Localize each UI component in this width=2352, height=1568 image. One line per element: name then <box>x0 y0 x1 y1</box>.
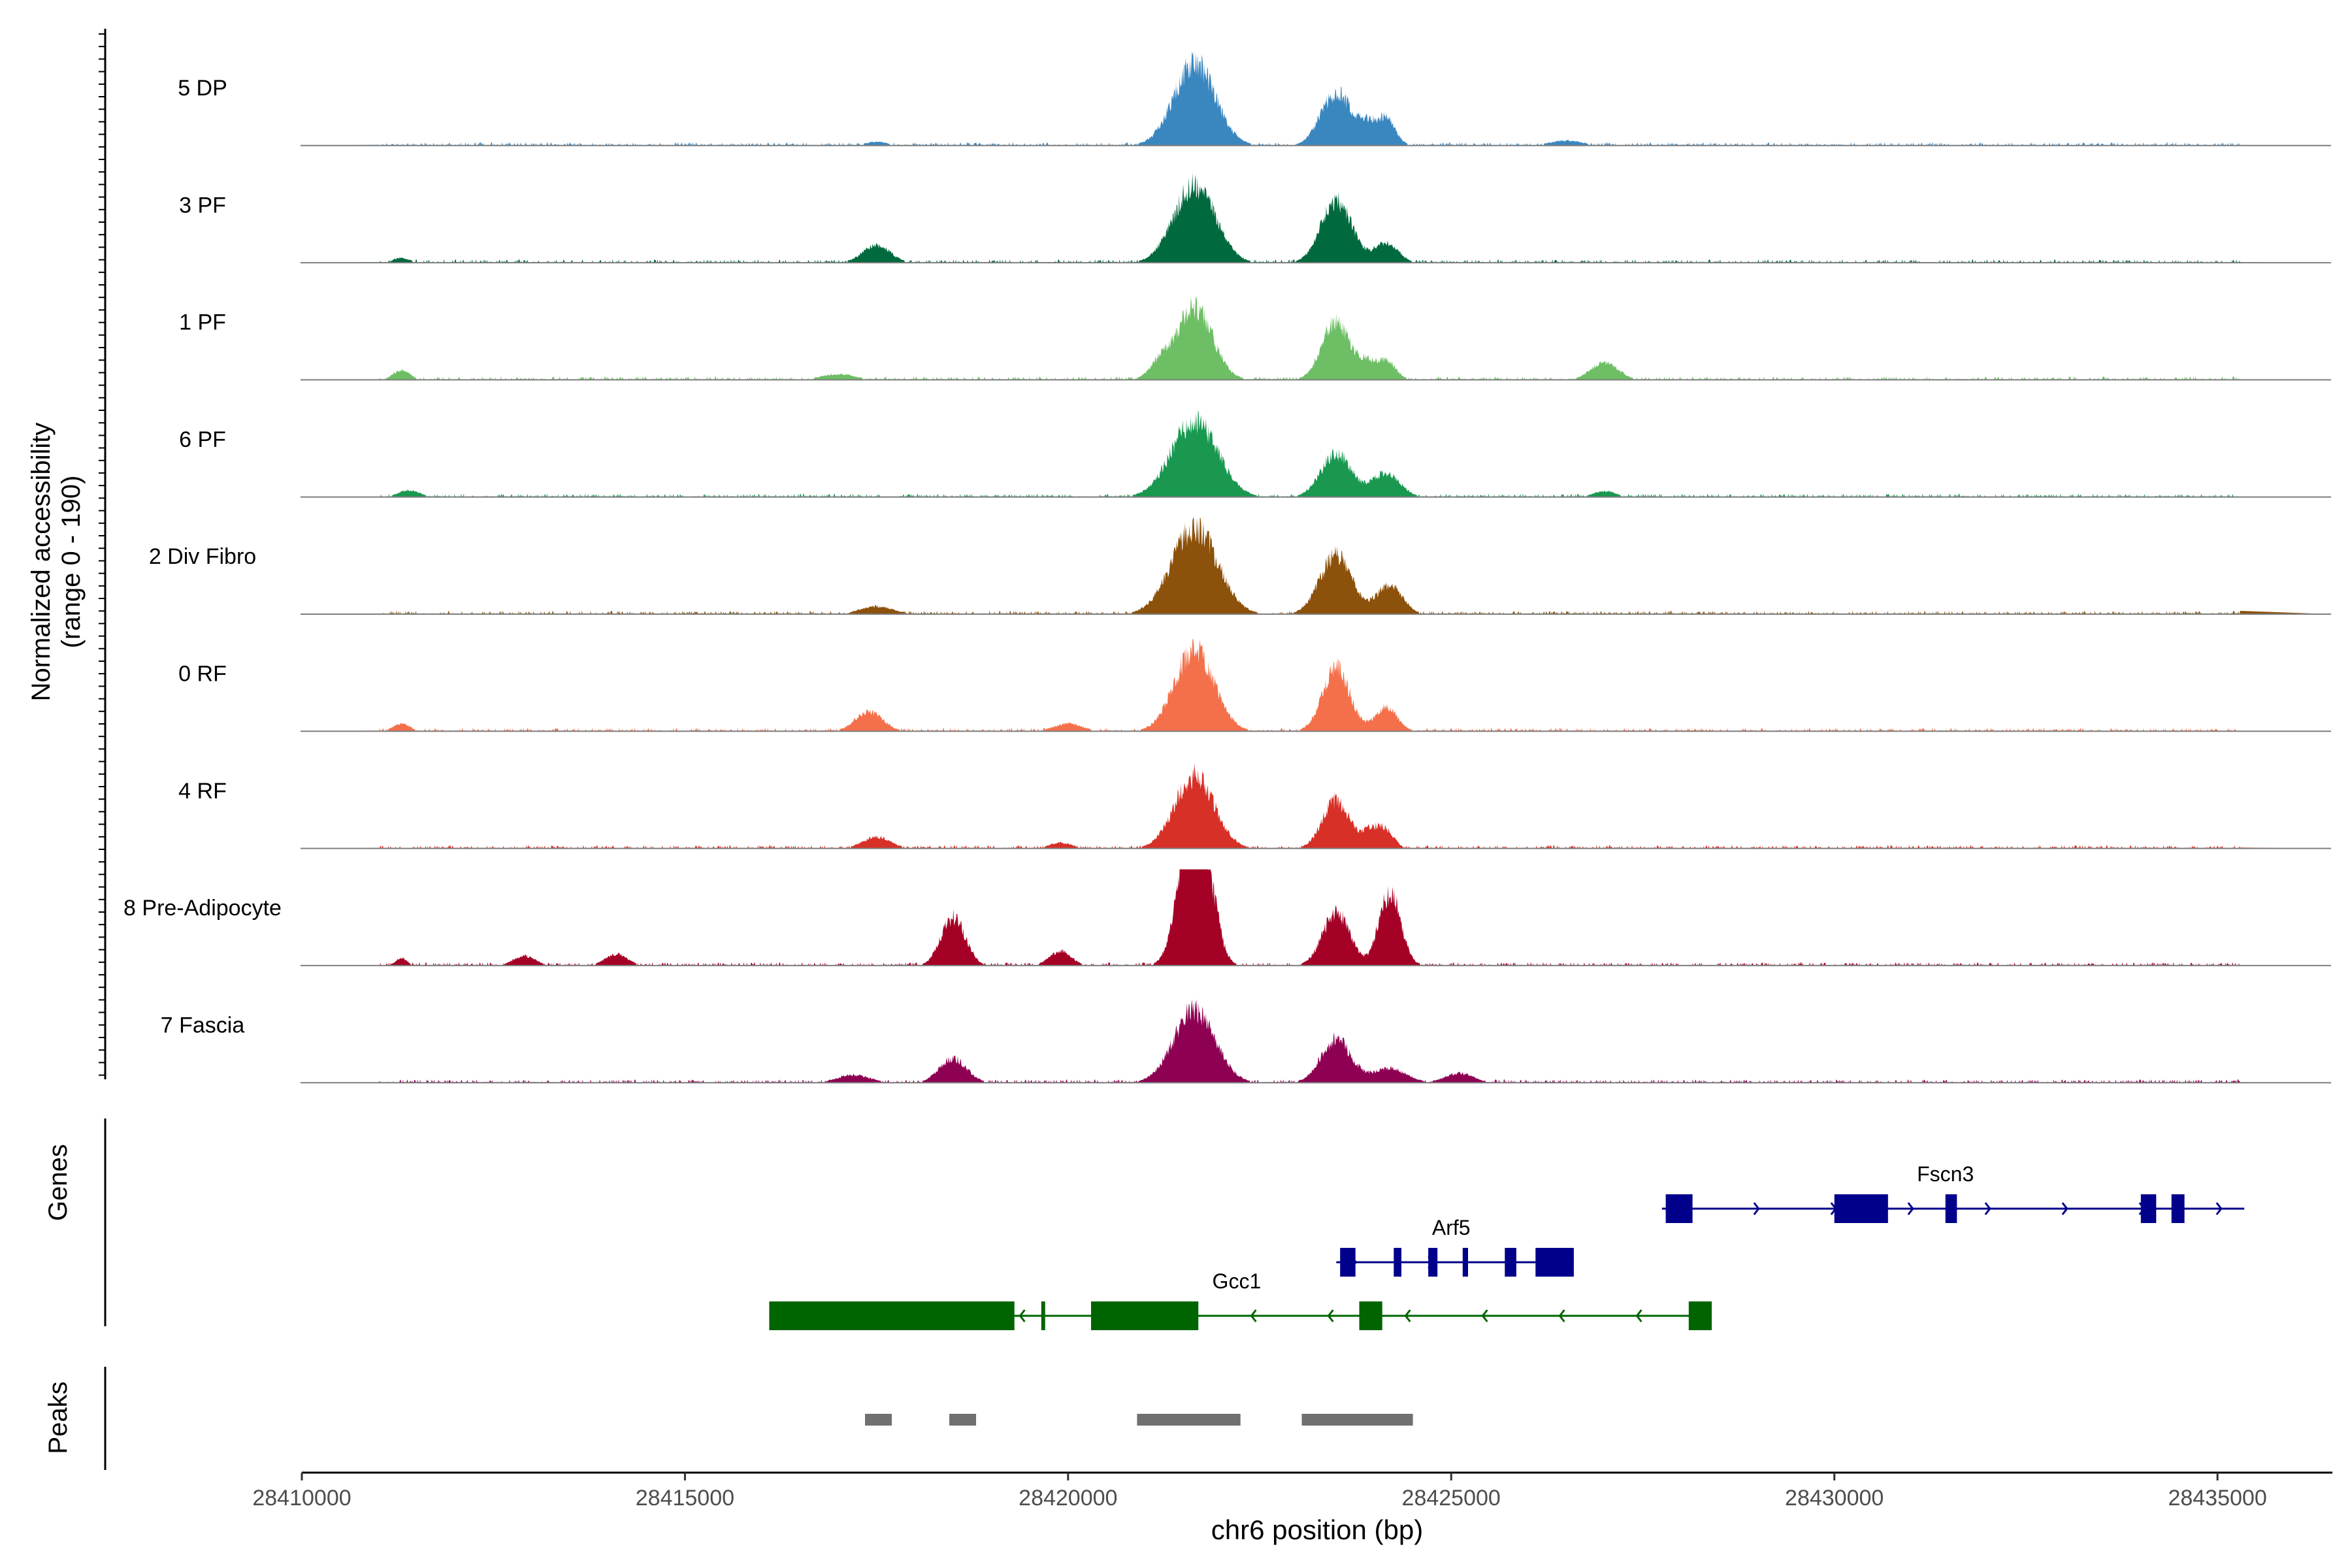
coverage-tracks: 5 DP 3 PF 1 PF 6 PF 2 Div Fibro 0 RF 4 RF 8 Pre… <box>123 51 2331 1084</box>
x-tick-label-0: 28410000 <box>252 1486 351 1511</box>
track-label-7: 8 Pre-Adipocyte <box>123 896 282 921</box>
gene-gcc1: Gcc1 <box>769 1269 1712 1330</box>
track-7: 8 Pre-Adipocyte <box>123 869 2331 966</box>
exon-2-3 <box>1359 1301 1382 1330</box>
gene-track: Fscn3 Arf5 Gcc1 <box>769 1162 2245 1330</box>
strand-arrow-2-6 <box>1250 1309 1257 1322</box>
peak-region-2 <box>1137 1414 1241 1426</box>
track-label-5: 0 RF <box>178 662 227 687</box>
exon-0-2 <box>1945 1194 1957 1223</box>
peaks-axis-title: Peaks <box>44 1381 73 1454</box>
exon-2-0 <box>769 1301 1015 1330</box>
exon-0-4 <box>2171 1194 2185 1223</box>
x-tick-label-5: 28435000 <box>2168 1486 2266 1511</box>
track-1: 3 PF <box>179 172 2331 264</box>
track-label-3: 6 PF <box>179 427 226 452</box>
genes-axis-title: Genes <box>44 1144 73 1221</box>
track-label-8: 7 Fascia <box>161 1013 245 1037</box>
track-label-2: 1 PF <box>179 310 226 335</box>
strand-arrow-0-4 <box>1984 1202 1991 1215</box>
track-8: 7 Fascia <box>161 998 2331 1084</box>
strand-arrow-0-3 <box>1907 1202 1914 1215</box>
exon-0-3 <box>2140 1194 2157 1223</box>
gene-label-1: Arf5 <box>1432 1216 1471 1239</box>
peak-regions <box>865 1414 1413 1426</box>
peak-region-0 <box>865 1414 892 1426</box>
strand-arrow-2-11 <box>1635 1309 1642 1322</box>
exon-1-2 <box>1428 1248 1438 1277</box>
track-6: 4 RF <box>178 763 2331 849</box>
exon-2-1 <box>1041 1301 1045 1330</box>
strand-arrow-2-8 <box>1404 1309 1411 1322</box>
track-area-4 <box>301 517 2331 614</box>
track-0: 5 DP <box>178 51 2331 146</box>
strand-arrow-2-9 <box>1481 1309 1488 1322</box>
track-3: 6 PF <box>179 410 2331 498</box>
gene-label-0: Fscn3 <box>1917 1162 1974 1186</box>
track-2: 1 PF <box>179 296 2331 381</box>
gene-arf5: Arf5 <box>1336 1216 1574 1277</box>
track-area-3 <box>301 410 2331 497</box>
strand-arrow-2-10 <box>1558 1309 1565 1322</box>
x-axis-title: chr6 position (bp) <box>1211 1514 1424 1545</box>
track-label-1: 3 PF <box>179 193 226 218</box>
gene-label-2: Gcc1 <box>1213 1269 1262 1293</box>
track-4: 2 Div Fibro <box>149 517 2331 615</box>
track-label-0: 5 DP <box>178 76 227 101</box>
exon-1-5 <box>1535 1248 1574 1277</box>
x-tick-label-2: 28420000 <box>1019 1486 1117 1511</box>
exon-1-3 <box>1462 1248 1468 1277</box>
peak-region-1 <box>949 1414 976 1426</box>
strand-arrow-0-7 <box>2215 1202 2223 1215</box>
track-area-1 <box>301 172 2331 263</box>
x-axis-ticks: 28410000 28415000 28420000 28425000 28430000… <box>252 1473 2267 1511</box>
track-area-0 <box>301 51 2331 146</box>
exon-2-4 <box>1688 1301 1712 1330</box>
track-area-2 <box>301 296 2331 380</box>
track-5: 0 RF <box>178 638 2331 732</box>
coverage-y-ticks <box>99 33 105 1076</box>
strand-arrow-2-3 <box>1019 1309 1026 1322</box>
peak-region-3 <box>1301 1414 1413 1426</box>
exon-1-4 <box>1505 1248 1516 1277</box>
x-tick-label-4: 28430000 <box>1785 1486 1884 1511</box>
x-tick-label-1: 28415000 <box>636 1486 734 1511</box>
strand-arrow-2-7 <box>1327 1309 1334 1322</box>
exon-1-1 <box>1394 1248 1401 1277</box>
exon-0-0 <box>1665 1194 1693 1223</box>
y-axis-title: Normalized accessibility <box>27 423 56 702</box>
exon-2-2 <box>1091 1301 1199 1330</box>
track-label-6: 4 RF <box>178 779 227 804</box>
strand-arrow-0-1 <box>1753 1202 1760 1215</box>
exon-1-0 <box>1340 1248 1356 1277</box>
y-axis-range: (range 0 - 190) <box>57 476 86 649</box>
gene-fscn3: Fscn3 <box>1661 1162 2245 1223</box>
exon-0-1 <box>1834 1194 1888 1223</box>
strand-arrow-0-5 <box>2061 1202 2068 1215</box>
track-label-4: 2 Div Fibro <box>149 544 256 569</box>
x-tick-label-3: 28425000 <box>1402 1486 1501 1511</box>
